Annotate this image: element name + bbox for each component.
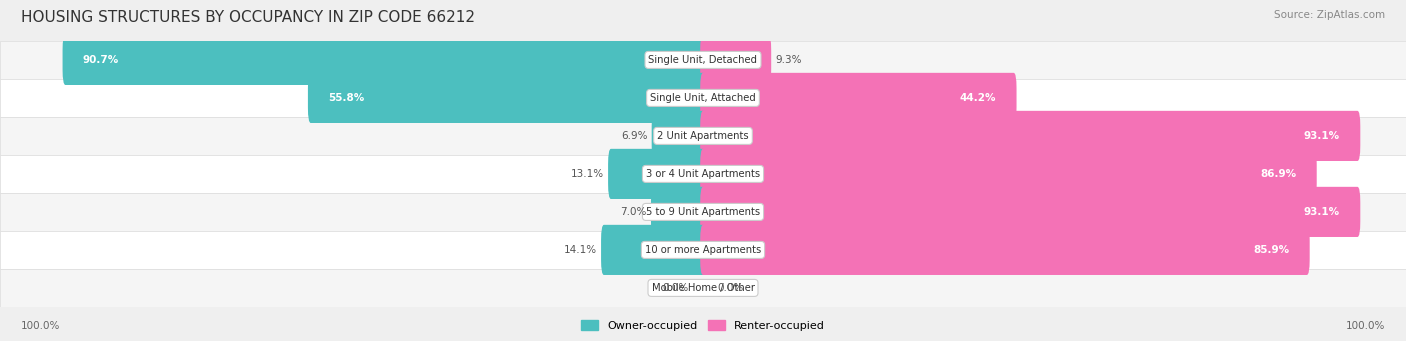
- FancyBboxPatch shape: [700, 225, 1309, 275]
- Bar: [0, 231, 1406, 269]
- Text: Single Unit, Detached: Single Unit, Detached: [648, 55, 758, 65]
- Text: 13.1%: 13.1%: [571, 169, 605, 179]
- Text: 85.9%: 85.9%: [1253, 245, 1289, 255]
- Legend: Owner-occupied, Renter-occupied: Owner-occupied, Renter-occupied: [576, 316, 830, 336]
- Text: 0.0%: 0.0%: [662, 283, 689, 293]
- Text: 10 or more Apartments: 10 or more Apartments: [645, 245, 761, 255]
- FancyBboxPatch shape: [609, 149, 706, 199]
- FancyBboxPatch shape: [651, 187, 706, 237]
- Text: 55.8%: 55.8%: [329, 93, 364, 103]
- Text: 0.0%: 0.0%: [717, 283, 744, 293]
- FancyBboxPatch shape: [602, 225, 706, 275]
- FancyBboxPatch shape: [700, 111, 1360, 161]
- Bar: [0, 155, 1406, 193]
- Text: 3 or 4 Unit Apartments: 3 or 4 Unit Apartments: [645, 169, 761, 179]
- Text: Source: ZipAtlas.com: Source: ZipAtlas.com: [1274, 10, 1385, 20]
- Text: 14.1%: 14.1%: [564, 245, 596, 255]
- FancyBboxPatch shape: [652, 111, 706, 161]
- FancyBboxPatch shape: [700, 187, 1360, 237]
- FancyBboxPatch shape: [700, 149, 1317, 199]
- Text: 93.1%: 93.1%: [1303, 207, 1340, 217]
- Text: 5 to 9 Unit Apartments: 5 to 9 Unit Apartments: [645, 207, 761, 217]
- FancyBboxPatch shape: [700, 73, 1017, 123]
- Text: 86.9%: 86.9%: [1260, 169, 1296, 179]
- Bar: [0, 79, 1406, 117]
- Bar: [0, 193, 1406, 231]
- Text: 9.3%: 9.3%: [776, 55, 801, 65]
- Text: Single Unit, Attached: Single Unit, Attached: [650, 93, 756, 103]
- Text: Mobile Home / Other: Mobile Home / Other: [651, 283, 755, 293]
- Bar: [0, 269, 1406, 307]
- Text: 2 Unit Apartments: 2 Unit Apartments: [657, 131, 749, 141]
- Text: 44.2%: 44.2%: [960, 93, 997, 103]
- FancyBboxPatch shape: [62, 35, 706, 85]
- FancyBboxPatch shape: [700, 35, 772, 85]
- FancyBboxPatch shape: [308, 73, 706, 123]
- Text: 6.9%: 6.9%: [621, 131, 647, 141]
- Bar: [0, 117, 1406, 155]
- Text: 90.7%: 90.7%: [83, 55, 120, 65]
- Bar: [0, 41, 1406, 79]
- Text: HOUSING STRUCTURES BY OCCUPANCY IN ZIP CODE 66212: HOUSING STRUCTURES BY OCCUPANCY IN ZIP C…: [21, 10, 475, 25]
- Text: 100.0%: 100.0%: [1346, 321, 1385, 331]
- Text: 7.0%: 7.0%: [620, 207, 647, 217]
- Text: 100.0%: 100.0%: [21, 321, 60, 331]
- Text: 93.1%: 93.1%: [1303, 131, 1340, 141]
